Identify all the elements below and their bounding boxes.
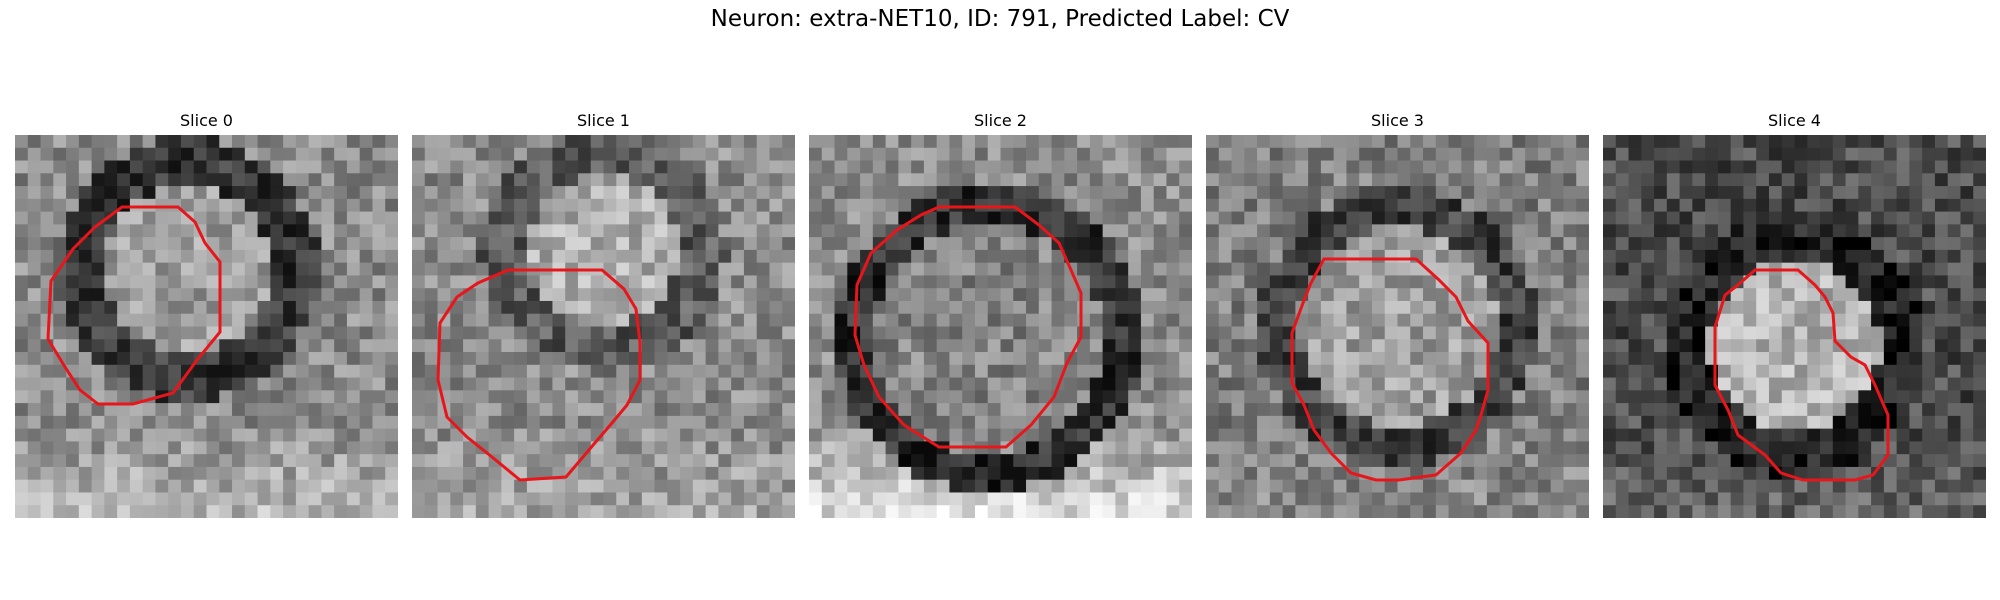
slice-title-2: Slice 2	[974, 111, 1027, 130]
slice-panel-1: Slice 1	[412, 110, 795, 518]
roi-outline	[853, 205, 1083, 449]
slice-panel-0: Slice 0	[15, 110, 398, 518]
slice-image-1	[412, 135, 795, 518]
grayscale-pixels	[1206, 135, 1589, 518]
slice-title-3: Slice 3	[1371, 111, 1424, 130]
figure-title: Neuron: extra-NET10, ID: 791, Predicted …	[710, 6, 1290, 32]
roi-outline	[1713, 268, 1890, 482]
slice-image-3	[1206, 135, 1589, 518]
roi-outline	[1290, 257, 1490, 482]
slice-title-0: Slice 0	[180, 111, 233, 130]
slice-panel-4: Slice 4	[1603, 110, 1986, 518]
slice-image-0	[15, 135, 398, 518]
roi-outline	[436, 268, 642, 482]
slice-title-4: Slice 4	[1768, 111, 1821, 130]
grayscale-pixels	[809, 135, 1192, 518]
slice-panel-3: Slice 3	[1206, 110, 1589, 518]
slice-image-4	[1603, 135, 1986, 518]
grayscale-pixels	[15, 135, 398, 518]
grayscale-pixels	[412, 135, 795, 518]
slice-panel-2: Slice 2	[809, 110, 1192, 518]
roi-outline	[46, 205, 222, 406]
slice-title-1: Slice 1	[577, 111, 630, 130]
slice-image-2	[809, 135, 1192, 518]
grayscale-pixels	[1603, 135, 1986, 518]
